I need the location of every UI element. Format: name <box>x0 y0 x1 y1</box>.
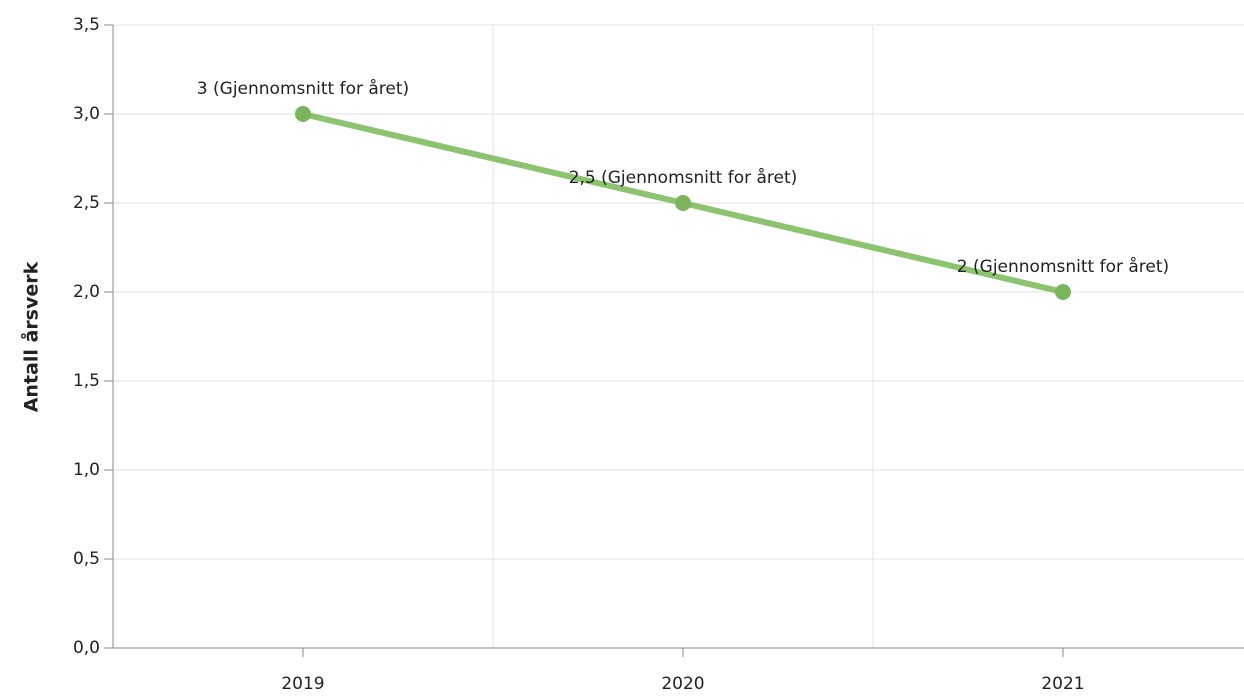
y-tick-label: 0,5 <box>73 549 100 569</box>
y-axis-title: Antall årsverk <box>19 261 43 412</box>
y-tick-label: 3,0 <box>73 104 100 124</box>
data-point <box>675 195 691 211</box>
y-tick-label: 0,0 <box>73 638 100 658</box>
data-label: 3 (Gjennomsnitt for året) <box>197 78 409 99</box>
data-label: 2,5 (Gjennomsnitt for året) <box>569 167 798 188</box>
y-tick-label: 2,0 <box>73 282 100 302</box>
y-tick-label: 1,0 <box>73 460 100 480</box>
data-point <box>1055 284 1071 300</box>
x-tick-label: 2021 <box>1041 674 1084 694</box>
data-label: 2 (Gjennomsnitt for året) <box>957 256 1169 277</box>
y-tick-label: 1,5 <box>73 371 100 391</box>
data-point <box>295 106 311 122</box>
x-tick-label: 2020 <box>661 674 704 694</box>
y-tick-label: 3,5 <box>73 15 100 35</box>
x-tick-label: 2019 <box>281 674 324 694</box>
y-tick-label: 2,5 <box>73 193 100 213</box>
